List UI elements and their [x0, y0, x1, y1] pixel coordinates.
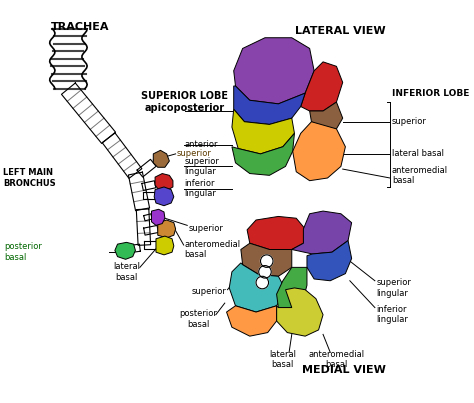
Polygon shape — [144, 214, 152, 221]
Text: superior: superior — [191, 287, 227, 296]
Circle shape — [261, 255, 273, 267]
Text: superior: superior — [392, 117, 427, 126]
Polygon shape — [247, 216, 305, 249]
Text: inferior
lingular: inferior lingular — [377, 305, 409, 324]
Text: posterior
basal: posterior basal — [4, 243, 42, 262]
Polygon shape — [145, 241, 156, 249]
Polygon shape — [142, 181, 156, 191]
Text: superior: superior — [176, 150, 211, 158]
Text: INFERIOR LOBE: INFERIOR LOBE — [392, 89, 469, 98]
Text: superior
lingular: superior lingular — [377, 278, 411, 297]
Polygon shape — [301, 62, 343, 111]
Polygon shape — [292, 211, 352, 254]
Text: anteromedial
basal: anteromedial basal — [309, 350, 365, 369]
Text: LEFT MAIN
BRONCHUS: LEFT MAIN BRONCHUS — [3, 168, 56, 188]
Text: anteromedial
basal: anteromedial basal — [392, 166, 448, 185]
Polygon shape — [143, 192, 155, 199]
Text: MEDIAL VIEW: MEDIAL VIEW — [302, 365, 385, 375]
Text: lateral
basal: lateral basal — [113, 262, 140, 282]
Polygon shape — [126, 244, 140, 253]
Polygon shape — [137, 209, 151, 245]
Polygon shape — [154, 187, 174, 206]
Text: LATERAL VIEW: LATERAL VIEW — [295, 25, 385, 35]
Polygon shape — [227, 306, 277, 336]
Polygon shape — [128, 172, 150, 211]
Polygon shape — [153, 150, 169, 167]
Polygon shape — [62, 83, 116, 143]
Text: inferior
lingular: inferior lingular — [184, 179, 217, 198]
Text: lateral
basal: lateral basal — [269, 350, 296, 369]
Polygon shape — [137, 159, 156, 177]
Polygon shape — [158, 220, 176, 238]
Polygon shape — [229, 263, 285, 312]
Text: anteromedial
basal: anteromedial basal — [184, 240, 241, 259]
Polygon shape — [277, 288, 323, 336]
Polygon shape — [307, 241, 352, 281]
Polygon shape — [277, 267, 307, 307]
Text: superior
lingular: superior lingular — [184, 157, 219, 176]
Text: lateral basal: lateral basal — [392, 150, 444, 158]
Text: superior: superior — [189, 224, 224, 233]
Text: posterior
basal: posterior basal — [179, 310, 217, 329]
Polygon shape — [115, 242, 136, 259]
Text: SUPERIOR LOBE
apicoposterior: SUPERIOR LOBE apicoposterior — [141, 91, 228, 113]
Polygon shape — [155, 174, 173, 191]
Circle shape — [259, 266, 271, 278]
Polygon shape — [241, 243, 292, 276]
Polygon shape — [310, 102, 343, 129]
Polygon shape — [102, 133, 142, 179]
Polygon shape — [144, 225, 158, 235]
Polygon shape — [234, 38, 314, 104]
Circle shape — [256, 276, 269, 289]
Polygon shape — [232, 109, 294, 154]
Text: TRACHEA: TRACHEA — [51, 22, 109, 32]
Polygon shape — [152, 209, 165, 225]
Text: anterior: anterior — [184, 141, 218, 150]
Polygon shape — [232, 133, 294, 175]
Polygon shape — [234, 86, 305, 125]
Polygon shape — [156, 236, 174, 255]
Polygon shape — [292, 122, 346, 181]
